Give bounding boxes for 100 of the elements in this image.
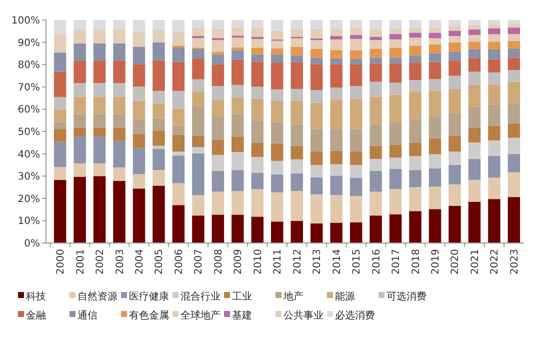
bar	[54, 96, 66, 110]
bar	[468, 84, 481, 107]
bar	[448, 20, 461, 26]
bar	[192, 20, 204, 28]
bar	[232, 60, 244, 85]
bar	[152, 118, 165, 131]
bar	[468, 180, 481, 202]
bar	[113, 60, 126, 84]
legend-label: 可选消费	[386, 290, 426, 302]
bar	[232, 50, 244, 60]
x-tick-label: 2013	[312, 249, 324, 274]
bar	[54, 122, 66, 130]
bar	[93, 136, 106, 164]
bar	[389, 189, 402, 214]
bar	[508, 138, 520, 154]
bar	[93, 43, 106, 61]
bar	[350, 59, 362, 64]
bar	[350, 164, 362, 178]
bar	[370, 158, 382, 171]
bar	[132, 134, 146, 148]
bar	[271, 89, 284, 101]
bar	[212, 28, 224, 38]
bar	[251, 48, 264, 54]
bar	[310, 177, 323, 194]
bar	[251, 54, 264, 62]
bar	[389, 158, 402, 169]
bar	[389, 48, 402, 58]
bar	[389, 82, 402, 95]
bar	[93, 114, 106, 128]
bar	[74, 29, 86, 44]
bar	[350, 34, 362, 39]
bar	[290, 220, 303, 243]
bar	[468, 106, 481, 128]
bar	[428, 62, 442, 80]
bar	[488, 49, 500, 60]
bar	[152, 90, 165, 104]
bar	[113, 43, 126, 61]
bar	[212, 116, 224, 140]
bar	[370, 63, 382, 82]
bar	[54, 20, 66, 34]
bar	[54, 52, 66, 72]
bar	[290, 62, 303, 89]
x-tick-label: 2005	[154, 249, 166, 274]
bar	[488, 42, 500, 50]
bar	[310, 48, 323, 58]
bar	[132, 20, 146, 32]
bar	[93, 20, 106, 30]
bar	[488, 24, 500, 28]
legend-label: 有色金属	[129, 310, 169, 322]
x-tick-label: 2015	[352, 249, 363, 274]
bar	[508, 197, 520, 243]
bar	[488, 104, 500, 126]
bar	[310, 58, 323, 64]
bar	[152, 148, 165, 170]
bar	[93, 60, 106, 84]
bar	[271, 20, 284, 31]
x-tick-label: 2019	[430, 249, 442, 274]
bar	[212, 170, 224, 192]
bar	[508, 82, 520, 104]
bar	[350, 28, 362, 35]
bar	[54, 110, 66, 122]
bar	[468, 158, 481, 180]
bar	[350, 178, 362, 196]
bar	[389, 58, 402, 64]
bar	[232, 170, 244, 192]
bar	[448, 88, 461, 114]
bar	[232, 214, 244, 243]
bar	[192, 38, 204, 48]
bar	[409, 92, 422, 120]
bar	[370, 124, 382, 146]
bar	[74, 128, 86, 137]
x-tick-label: 2017	[391, 249, 402, 274]
bar	[271, 100, 284, 122]
bar	[508, 34, 520, 41]
x-tick-label: 2002	[95, 249, 106, 274]
bar	[448, 113, 461, 136]
bar	[172, 125, 185, 135]
bar	[448, 60, 461, 76]
bar	[212, 154, 224, 171]
bar	[508, 20, 520, 24]
bar	[508, 40, 520, 48]
bar	[310, 164, 323, 178]
bar	[74, 83, 86, 97]
bar	[212, 52, 224, 54]
bar	[74, 163, 86, 177]
bar	[172, 62, 185, 91]
bar	[74, 20, 86, 30]
bar	[271, 192, 284, 222]
bar	[330, 88, 342, 100]
bar	[409, 32, 422, 38]
x-tick-label: 2012	[292, 249, 304, 274]
bar	[409, 156, 422, 170]
bar	[350, 20, 362, 28]
bar	[232, 191, 244, 215]
bar	[172, 156, 185, 184]
bar	[468, 34, 481, 42]
bar	[330, 99, 342, 130]
bar	[232, 20, 244, 28]
bar	[290, 124, 303, 146]
bar	[310, 223, 323, 243]
